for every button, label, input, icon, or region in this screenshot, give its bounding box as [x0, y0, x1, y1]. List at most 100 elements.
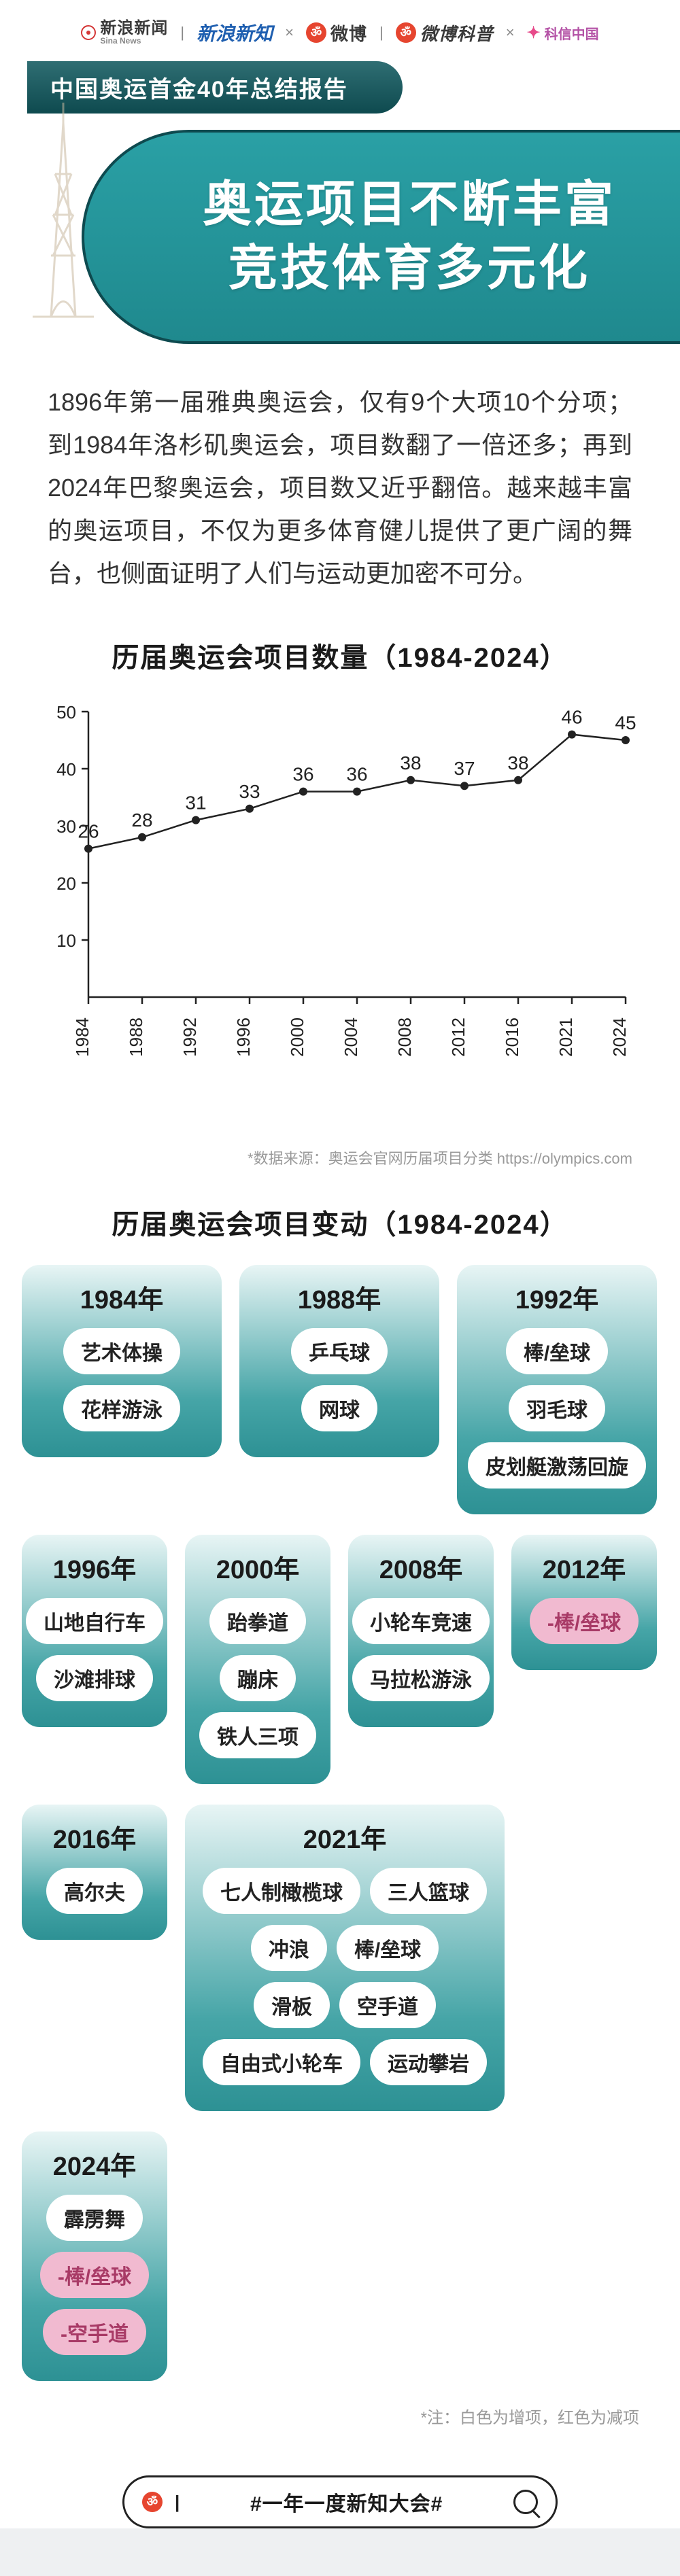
card-year-label: 2008年 [379, 1548, 463, 1586]
sport-pill-added: 冲浪 [251, 1925, 327, 1971]
logo-weibo-kepu: ॐ 微博科普 [396, 20, 494, 46]
page-root: 新浪新闻 Sina News | 新浪新知 × ॐ 微博 | ॐ 微博科普 × … [0, 0, 680, 2528]
pill-row: 七人制橄榄球三人篮球 [203, 1868, 487, 1925]
data-point [138, 833, 146, 841]
footer-search-pill[interactable]: ॐ | #一年一度新知大会# [122, 2475, 558, 2528]
data-point [568, 731, 576, 739]
card-year-label: 2024年 [53, 2145, 137, 2182]
footer-hashtag: #一年一度新知大会# [192, 2487, 501, 2517]
sport-pill-added: 网球 [301, 1385, 377, 1431]
sport-pill-added: 花样游泳 [63, 1385, 180, 1431]
weibo-icon: ॐ [396, 22, 416, 43]
data-point [514, 776, 522, 784]
data-value-label: 38 [507, 752, 528, 773]
data-point [245, 805, 254, 813]
year-card: 1992年棒/垒球羽毛球皮划艇激荡回旋 [457, 1265, 657, 1514]
logo-sep: × [285, 24, 294, 41]
data-value-label: 36 [346, 764, 367, 785]
card-year-label: 1992年 [515, 1278, 599, 1316]
xtick-label: 2004 [341, 1017, 361, 1057]
sport-pill-added: 铁人三项 [199, 1712, 316, 1758]
data-value-label: 28 [131, 810, 152, 831]
sina-news-en: Sina News [100, 37, 168, 45]
sport-pill-added: 乒乓球 [291, 1328, 388, 1374]
pill-row: 滑板空手道 [254, 1982, 436, 2039]
cards-grid: 1984年艺术体操花样游泳1988年乒乓球网球1992年棒/垒球羽毛球皮划艇激荡… [0, 1265, 680, 2401]
pill-sep: | [175, 2492, 180, 2513]
hero-line2: 竞技体育多元化 [228, 241, 590, 296]
ytick-label: 20 [56, 873, 76, 894]
xtick-label: 2000 [287, 1017, 307, 1057]
sport-pill-added: 皮划艇激荡回旋 [468, 1442, 646, 1489]
year-card: 2016年高尔夫 [22, 1805, 167, 1940]
xtick-label: 2012 [448, 1017, 469, 1057]
card-year-label: 1996年 [53, 1548, 137, 1586]
year-card: 1988年乒乓球网球 [239, 1265, 439, 1457]
weibo-icon: ॐ [142, 2492, 163, 2512]
year-card: 2000年跆拳道蹦床铁人三项 [185, 1535, 330, 1784]
data-point [353, 788, 361, 796]
xtick-label: 2024 [609, 1017, 630, 1057]
chart-source: *数据来源：奥运会官网历届项目分类 https://olympics.com [0, 1140, 680, 1182]
ytick-label: 10 [56, 930, 76, 951]
hero-bubble: 奥运项目不断丰富 竞技体育多元化 [82, 130, 680, 344]
sport-pill-added: 霹雳舞 [46, 2195, 143, 2241]
xtick-label: 2021 [556, 1017, 576, 1057]
card-year-label: 2016年 [53, 1818, 137, 1856]
hero-line1: 奥运项目不断丰富 [203, 177, 616, 232]
logo-sina-news: 新浪新闻 Sina News [81, 20, 168, 45]
kexin-label: 科信中国 [545, 23, 599, 43]
year-card: 2024年霹雳舞 -棒/垒球 -空手道 [22, 2131, 167, 2381]
intro-paragraph: 1896年第一届雅典奥运会，仅有9个大项10个分项；到1984年洛杉矶奥运会，项… [0, 344, 680, 615]
card-year-label: 2000年 [216, 1548, 300, 1586]
sport-pill-added: 滑板 [254, 1982, 330, 2028]
xtick-label: 2008 [394, 1017, 415, 1057]
data-value-label: 46 [561, 707, 582, 728]
data-point [407, 776, 415, 784]
data-point [622, 736, 630, 744]
sport-pill-added: 空手道 [339, 1982, 436, 2028]
data-value-label: 45 [615, 712, 636, 733]
logo-kexin: ✦ 科信中国 [527, 23, 599, 43]
weibo-icon: ॐ [306, 22, 326, 43]
xtick-label: 2016 [502, 1017, 522, 1057]
search-icon [513, 2490, 538, 2514]
sport-pill-added: 艺术体操 [63, 1328, 180, 1374]
xinzhi-label: 新浪新知 [197, 19, 273, 46]
changes-title: 历届奥运会项目变动（1984-2024） [0, 1182, 680, 1265]
sport-pill-removed: -棒/垒球 [40, 2252, 149, 2298]
eiffel-icon [12, 103, 114, 327]
sport-pill-removed: -空手道 [43, 2309, 146, 2355]
logo-xinzhi: 新浪新知 [197, 19, 273, 46]
data-value-label: 37 [454, 758, 475, 779]
cards-note: *注：白色为增项，红色为减项 [0, 2401, 680, 2462]
card-year-label: 1988年 [298, 1278, 381, 1316]
sport-pill-added: 小轮车竞速 [352, 1598, 490, 1644]
xtick-label: 1984 [72, 1017, 92, 1057]
year-card: 1984年艺术体操花样游泳 [22, 1265, 222, 1457]
hero: 奥运项目不断丰富 竞技体育多元化 [0, 130, 680, 344]
sport-pill-added: 高尔夫 [46, 1868, 143, 1914]
weibo-kepu-label: 微博科普 [420, 20, 494, 46]
hero-title: 奥运项目不断丰富 竞技体育多元化 [180, 173, 639, 300]
card-year-label: 1984年 [80, 1278, 164, 1316]
sina-news-label: 新浪新闻 [100, 20, 168, 37]
chart-wrap: 1020304050198419881992199620002004200820… [0, 698, 680, 1140]
logo-weibo: ॐ 微博 [306, 20, 367, 46]
kexin-icon: ✦ [527, 23, 541, 43]
ytick-label: 30 [56, 816, 76, 837]
sport-pill-added: 三人篮球 [370, 1868, 487, 1914]
sina-eye-icon [81, 25, 96, 40]
ytick-label: 50 [56, 702, 76, 723]
year-card: 1996年山地自行车沙滩排球 [22, 1535, 167, 1727]
logo-sep: | [180, 24, 184, 41]
xtick-label: 1996 [233, 1017, 254, 1057]
data-value-label: 26 [78, 821, 99, 842]
logos-bar: 新浪新闻 Sina News | 新浪新知 × ॐ 微博 | ॐ 微博科普 × … [0, 0, 680, 61]
sport-pill-added: 运动攀岩 [370, 2039, 487, 2085]
xtick-label: 1992 [180, 1017, 200, 1057]
logo-sep: × [506, 24, 515, 41]
sport-pill-added: 跆拳道 [209, 1598, 306, 1644]
xtick-label: 1988 [126, 1017, 146, 1057]
weibo-label: 微博 [330, 20, 367, 46]
